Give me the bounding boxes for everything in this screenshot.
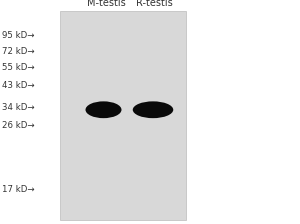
Text: 95 kD→: 95 kD→ (2, 31, 34, 40)
Ellipse shape (85, 101, 122, 118)
Ellipse shape (133, 101, 173, 118)
Text: 72 kD→: 72 kD→ (2, 47, 34, 56)
Text: M-testis: M-testis (87, 0, 126, 8)
Text: 55 kD→: 55 kD→ (2, 63, 34, 72)
FancyBboxPatch shape (60, 11, 186, 220)
Text: 17 kD→: 17 kD→ (2, 185, 34, 194)
Text: 26 kD→: 26 kD→ (2, 121, 34, 130)
Text: 43 kD→: 43 kD→ (2, 81, 34, 90)
Text: R-testis: R-testis (136, 0, 173, 8)
Text: 34 kD→: 34 kD→ (2, 103, 34, 112)
